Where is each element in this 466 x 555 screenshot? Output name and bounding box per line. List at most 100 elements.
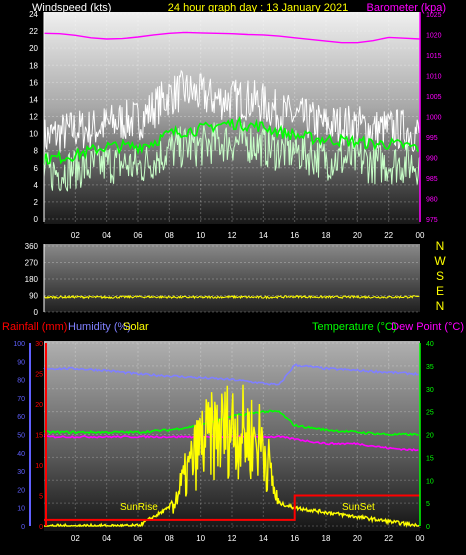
wind-average-line [43,116,419,165]
humidity-tick-label: 100 [13,341,25,348]
humidity-tick-label: 20 [17,487,25,494]
wind-hour-label: 00 [416,231,425,240]
wind-tick-label: 8 [34,147,39,156]
humidity-label: Humidity (%) [68,321,131,333]
rain-tick-label: 15 [35,433,43,440]
weather-hour-label: 02 [71,534,80,543]
rain-tick-label: 0 [39,524,43,531]
wind-hour-label: 10 [196,231,205,240]
temperature-tick-label: 30 [426,387,434,394]
weather-hour-label: 08 [165,534,174,543]
sunset-label: SunSet [342,502,375,513]
humidity-tick-label: 10 [17,506,25,513]
barometer-tick-label: 985 [426,176,438,183]
wind-tick-label: 24 [29,10,38,19]
weather-hour-label: 16 [290,534,299,543]
compass-letter: S [436,269,444,283]
compass-letter: N [436,299,445,313]
barometer-tick-label: 1005 [426,94,442,101]
wind-hour-label: 18 [322,231,331,240]
temperature-tick-label: 25 [426,410,434,417]
weather-hour-label: 06 [134,534,143,543]
barometer-line [43,31,421,44]
barometer-tick-label: 995 [426,135,438,142]
barometer-tick-label: 975 [426,217,438,224]
barometer-axis-title: Barometer (kpa) [367,2,446,14]
humidity-tick-label: 90 [17,359,25,366]
rain-tick-label: 20 [35,402,43,409]
direction-grid [44,245,420,313]
humidity-tick-label: 60 [17,414,25,421]
chart-date-title: 24 hour graph day : 13 January 2021 [168,2,348,14]
solar-line [44,384,420,528]
wind-hour-label: 20 [353,231,362,240]
temperature-tick-label: 10 [426,478,434,485]
temperature-tick-label: 5 [426,501,430,508]
rain-tick-label: 25 [35,372,43,379]
direction-tick-label: 180 [25,275,39,284]
wind-hour-label: 02 [71,231,80,240]
weather-hour-label: 12 [228,534,237,543]
direction-tick-label: 360 [25,242,39,251]
temperature-tick-label: 20 [426,433,434,440]
wind-hour-label: 14 [259,231,268,240]
barometer-tick-label: 1015 [426,53,442,60]
temperature-tick-label: 15 [426,455,434,462]
wind-hour-label: 06 [134,231,143,240]
direction-tick-label: 270 [25,259,39,268]
humidity-line [43,363,419,386]
humidity-tick-label: 50 [17,433,25,440]
wind-series [43,31,421,192]
direction-plot-area [44,244,420,312]
wind-tick-label: 2 [34,198,39,207]
wind-tick-label: 20 [29,44,38,53]
rain-tick-label: 30 [35,341,43,348]
barometer-tick-label: 980 [426,197,438,204]
wind-tick-label: 4 [34,181,39,190]
wind-tick-label: 0 [34,215,39,224]
wind-hour-label: 04 [102,231,111,240]
humidity-tick-label: 40 [17,451,25,458]
sunrise-label: SunRise [120,502,158,513]
weather-hour-label: 04 [102,534,111,543]
wind-tick-label: 12 [29,113,38,122]
direction-tick-label: 0 [34,308,39,317]
solar-label: Solar [123,321,149,333]
weather-hour-label: 22 [384,534,393,543]
compass-letter: N [436,239,445,253]
wind-axis-title: Windspeed (kts) [32,2,111,14]
humidity-tick-label: 70 [17,396,25,403]
compass-letter: W [434,254,446,268]
wind-tick-label: 16 [29,78,38,87]
barometer-tick-label: 1010 [426,74,442,81]
wind-tick-label: 14 [29,95,38,104]
barometer-tick-label: 1000 [426,115,442,122]
barometer-tick-label: 1020 [426,33,442,40]
wind-hour-label: 22 [384,231,393,240]
humidity-tick-label: 0 [21,524,25,531]
compass-letter: E [436,284,444,298]
weather-hour-label: 00 [416,534,425,543]
wind-hour-label: 08 [165,231,174,240]
gust-line [43,69,421,160]
direction-ticks: 0 90 180 270 360 [25,242,45,317]
rain-tick-label: 5 [39,494,43,501]
weather-hour-label: 20 [353,534,362,543]
weather-hour-label: 10 [196,534,205,543]
weather-hour-label: 14 [259,534,268,543]
weather-ticks: 0 10 20 30 40 50 60 70 80 90 100 0 5 10 15 20 25 30 0 5 10 15… [13,341,434,543]
humidity-tick-label: 80 [17,378,25,385]
temperature-tick-label: 40 [426,341,434,348]
weather-hour-label: 18 [322,534,331,543]
temperature-tick-label: 0 [426,524,430,531]
humidity-tick-label: 30 [17,469,25,476]
wind-tick-label: 18 [29,61,38,70]
wind-tick-label: 6 [34,164,39,173]
wind-hour-label: 16 [290,231,299,240]
weather-series [43,363,420,528]
barometer-tick-label: 990 [426,156,438,163]
dewpoint-label: Dew Point (°C) [391,321,464,333]
wind-tick-label: 22 [29,27,38,36]
